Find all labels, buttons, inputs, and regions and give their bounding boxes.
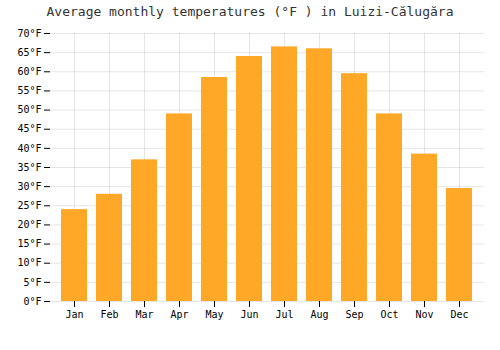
svg-text:20°F: 20°F bbox=[17, 219, 41, 230]
svg-text:Sep: Sep bbox=[345, 309, 363, 320]
svg-text:10°F: 10°F bbox=[17, 257, 41, 268]
svg-text:Feb: Feb bbox=[100, 309, 118, 320]
svg-text:15°F: 15°F bbox=[17, 238, 41, 249]
svg-text:Aug: Aug bbox=[310, 309, 328, 320]
svg-text:70°F: 70°F bbox=[17, 28, 41, 39]
svg-text:60°F: 60°F bbox=[17, 66, 41, 77]
svg-text:0°F: 0°F bbox=[23, 296, 41, 307]
svg-text:Mar: Mar bbox=[135, 309, 153, 320]
svg-text:Apr: Apr bbox=[170, 309, 188, 320]
svg-text:Jul: Jul bbox=[275, 309, 293, 320]
svg-text:55°F: 55°F bbox=[17, 85, 41, 96]
svg-text:35°F: 35°F bbox=[17, 162, 41, 173]
svg-text:Jan: Jan bbox=[65, 309, 83, 320]
svg-text:May: May bbox=[205, 309, 223, 320]
svg-text:65°F: 65°F bbox=[17, 47, 41, 58]
svg-text:Oct: Oct bbox=[380, 309, 398, 320]
svg-text:25°F: 25°F bbox=[17, 200, 41, 211]
svg-text:30°F: 30°F bbox=[17, 181, 41, 192]
html-text:Average monthly temperatures (: Average monthly temperatures (°F ) in Lu… bbox=[46, 4, 454, 19]
svg-text:45°F: 45°F bbox=[17, 123, 41, 134]
svg-text:5°F: 5°F bbox=[23, 277, 41, 288]
svg-text:40°F: 40°F bbox=[17, 143, 41, 154]
svg-text:50°F: 50°F bbox=[17, 104, 41, 115]
svg-text:Nov: Nov bbox=[415, 309, 433, 320]
svg-text:Jun: Jun bbox=[240, 309, 258, 320]
svg-text:Dec: Dec bbox=[450, 309, 468, 320]
